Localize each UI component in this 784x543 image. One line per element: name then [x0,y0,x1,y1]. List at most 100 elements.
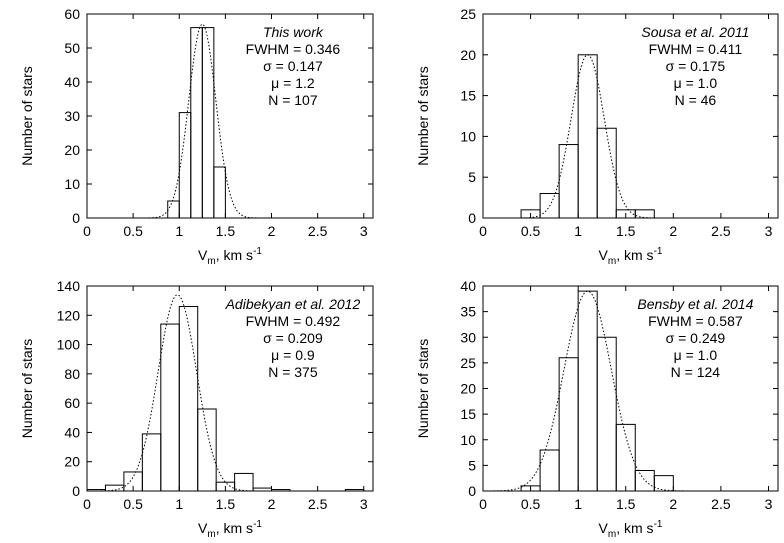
histogram-bar [596,336,617,492]
histogram-bar [577,54,598,219]
y-tick-label: 10 [460,128,476,144]
y-tick-label: 50 [64,40,80,56]
x-tick-label: 1.5 [616,223,636,239]
annotation-line: σ = 0.249 [666,330,726,346]
x-tick-label: 3 [765,496,773,512]
plot-frame [482,13,779,219]
histogram-bar [653,475,674,492]
y-tick-label: 30 [64,108,80,124]
histogram-bar [213,166,226,219]
y-axis-label: Number of stars [19,66,35,166]
y-tick-label: 0 [468,483,476,499]
annotation-line: μ = 1.0 [674,75,718,91]
histogram-bar [104,484,125,492]
annotation-line: σ = 0.175 [666,58,726,74]
histogram-bar [190,27,203,219]
y-tick-label: 0 [72,483,80,499]
y-tick-label: 0 [72,210,80,226]
y-tick-label: 20 [64,142,80,158]
x-tick-label: 1.5 [616,496,636,512]
annotation-line: N = 107 [268,92,318,108]
y-tick-label: 40 [460,278,476,294]
annotation-line: μ = 0.9 [271,347,315,363]
y-axis-label: Number of stars [415,66,431,166]
y-tick-label: 25 [460,6,476,22]
x-tick-label: 0.5 [123,223,143,239]
histogram-bar [234,472,254,492]
x-tick-label: 0 [479,496,487,512]
x-tick-label: 1 [574,496,582,512]
panel-2: 0 0.5 1 1.5 2 2.5 3 0 5 10 15 20 25 Vm, km s-1 Number … [415,6,779,267]
histogram-bar [197,408,217,492]
histogram-bar [160,323,180,492]
y-axis-label: Number of stars [415,339,431,439]
x-tick-label: 0.5 [521,496,541,512]
x-tick-label: 2.5 [308,496,328,512]
gaussian-fit-curve [483,290,706,492]
y-tick-label: 25 [460,355,476,371]
y-tick-label: 15 [460,406,476,422]
annotation-line: N = 124 [671,364,721,380]
y-tick-label: 100 [57,337,81,353]
x-tick-label: 1 [175,496,183,512]
y-tick-label: 15 [460,88,476,104]
y-tick-label: 0 [468,210,476,226]
annotation-title: This work [263,24,324,40]
y-tick-label: 30 [460,329,476,345]
y-tick-label: 140 [57,278,81,294]
annotation-line: μ = 1.2 [271,75,315,91]
y-tick-label: 10 [460,432,476,448]
x-tick-label: 0 [479,223,487,239]
x-tick-label: 2 [268,496,276,512]
x-tick-label: 1.5 [216,223,236,239]
y-tick-label: 20 [64,454,80,470]
x-tick-label: 3 [360,496,368,512]
annotation-line: σ = 0.147 [263,58,323,74]
x-tick-label: 2 [268,223,276,239]
x-axis-label: Vm, km s-1 [198,246,262,267]
x-tick-label: 2.5 [711,496,731,512]
y-tick-label: 5 [468,169,476,185]
x-tick-label: 0 [83,496,91,512]
y-tick-label: 40 [64,74,80,90]
gaussian-fit-curve [504,54,671,219]
annotation-title: Bensby et al. 2014 [637,296,753,312]
y-tick-label: 60 [64,395,80,411]
annotation-line: N = 375 [268,364,318,380]
annotation-title: Adibekyan et al. 2012 [225,296,361,312]
annotation-line: σ = 0.209 [263,330,323,346]
histogram-bar [558,144,579,219]
plot-frame [86,285,374,492]
annotation-line: N = 46 [675,92,717,108]
annotation-line: FWHM = 0.346 [246,41,341,57]
x-tick-label: 0.5 [521,223,541,239]
histogram-bar [577,290,598,492]
x-tick-label: 2 [669,223,677,239]
y-axis-label: Number of stars [19,339,35,439]
histogram-bar [596,127,617,219]
annotation-line: μ = 1.0 [674,347,718,363]
x-tick-label: 1 [574,223,582,239]
x-axis-label: Vm, km s-1 [198,519,262,540]
histogram-bar [178,306,199,492]
x-axis-label: Vm, km s-1 [599,246,663,267]
y-tick-label: 60 [64,6,80,22]
x-tick-label: 3 [765,223,773,239]
x-tick-label: 0.5 [123,496,143,512]
x-tick-label: 0 [83,223,91,239]
y-tick-label: 80 [64,366,80,382]
annotation-title: Sousa et al. 2011 [641,24,749,40]
y-tick-label: 5 [468,457,476,473]
annotation-line: FWHM = 0.492 [246,313,341,329]
y-tick-label: 10 [64,176,80,192]
y-tick-label: 120 [57,307,81,323]
annotation-line: FWHM = 0.411 [649,41,743,57]
x-tick-label: 3 [360,223,368,239]
annotation-line: FWHM = 0.587 [648,313,743,329]
y-tick-label: 20 [460,47,476,63]
x-tick-label: 2 [669,496,677,512]
histogram-bar [634,209,655,219]
